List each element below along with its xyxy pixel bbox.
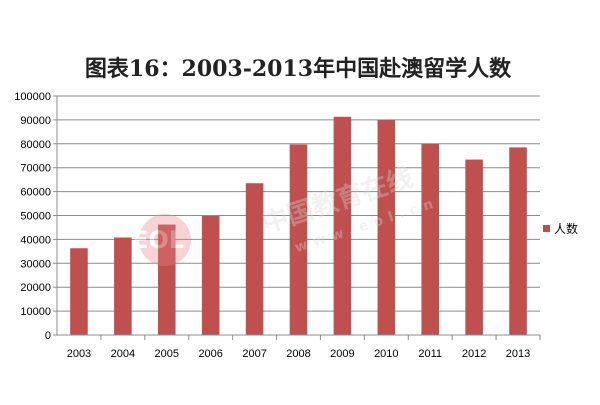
bar-2009 xyxy=(333,116,352,335)
x-tick-label: 2003 xyxy=(67,348,91,360)
legend: 人数 xyxy=(543,221,578,236)
bar-2012 xyxy=(465,159,483,335)
bar-2007 xyxy=(245,183,264,335)
y-tick-label: 40000 xyxy=(20,234,51,246)
bar-2010 xyxy=(377,119,396,336)
x-tick-label: 2013 xyxy=(506,348,530,360)
bar-2013 xyxy=(509,147,527,335)
bar-2003 xyxy=(70,248,88,335)
x-tick-label: 2005 xyxy=(155,348,179,360)
legend-label: 人数 xyxy=(554,221,578,236)
bars xyxy=(70,116,527,336)
bar-2005 xyxy=(157,224,176,335)
y-tick-label: 0 xyxy=(45,330,51,342)
bar-2011 xyxy=(421,143,440,335)
bar-2006 xyxy=(201,215,220,335)
y-tick-label: 50000 xyxy=(20,211,51,223)
y-tick-label: 10000 xyxy=(20,306,51,318)
y-tick-label: 70000 xyxy=(20,163,51,175)
x-tick-label: 2004 xyxy=(111,348,135,360)
y-tick-label: 90000 xyxy=(20,115,51,127)
bar-2004 xyxy=(114,237,132,335)
y-tick-label: 30000 xyxy=(20,258,51,270)
y-tick-label: 20000 xyxy=(20,282,51,294)
y-tick-label: 60000 xyxy=(20,187,51,199)
watermark-circle xyxy=(139,214,191,266)
x-tick-label: 2007 xyxy=(242,348,266,360)
x-tick-label: 2012 xyxy=(462,348,486,360)
x-tick-label: 2010 xyxy=(374,348,398,360)
x-axis-tick-labels: 2003 2004 2005 2006 2007 2008 2009 2010 2011 2012… xyxy=(67,348,531,360)
bar-2008 xyxy=(289,144,308,335)
x-tick-label: 2009 xyxy=(330,348,354,360)
chart-title: 图表16：2003-2013年中国赴澳留学人数 xyxy=(85,56,512,82)
watermark-logo-text: EOL xyxy=(132,226,184,254)
y-tick-label: 100000 xyxy=(14,91,51,103)
y-tick-label: 80000 xyxy=(20,139,51,151)
legend-swatch xyxy=(543,225,550,232)
axes xyxy=(56,96,541,340)
y-axis-tick-labels: 0 10000 20000 30000 40000 50000 60000 70000 8000… xyxy=(14,91,51,342)
x-tick-label: 2008 xyxy=(286,348,310,360)
x-tick-label: 2006 xyxy=(198,348,222,360)
x-tick-label: 2011 xyxy=(418,348,442,360)
